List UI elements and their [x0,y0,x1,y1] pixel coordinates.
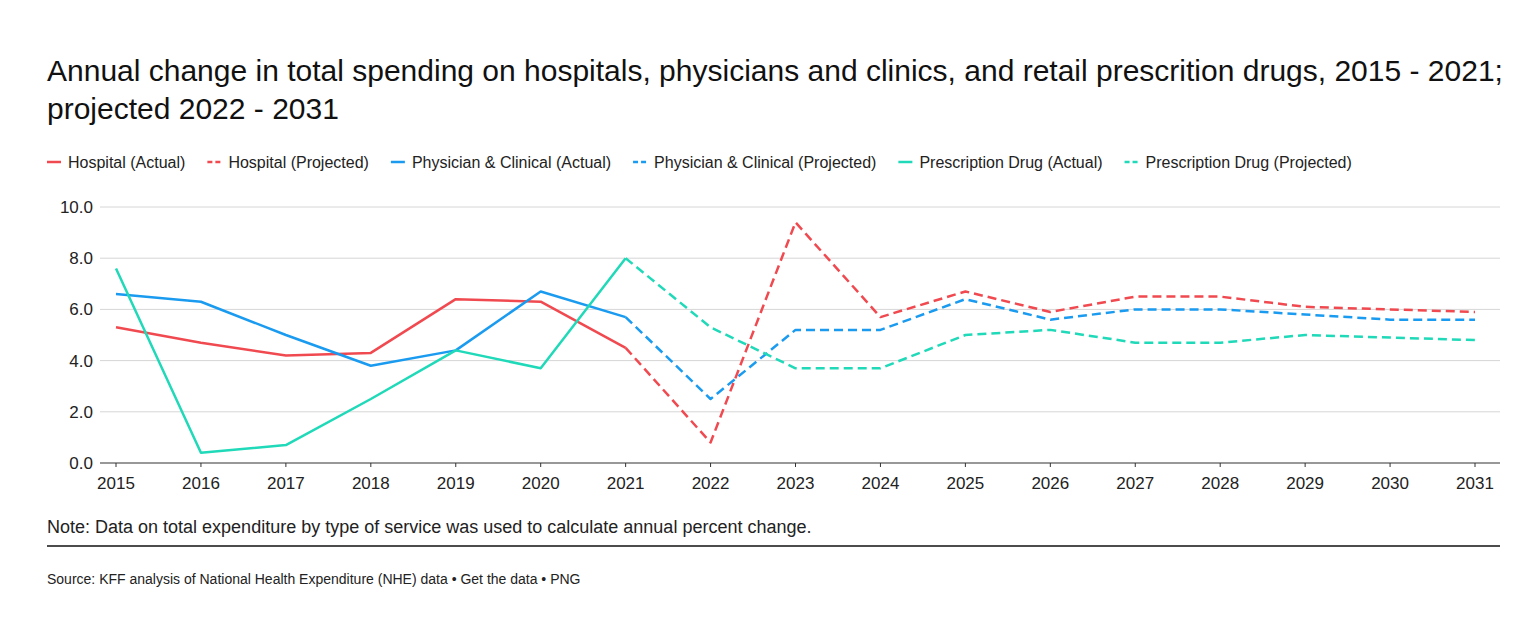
y-tick-label: 4.0 [69,352,93,371]
x-tick [795,463,796,467]
x-tick-label: 2019 [437,474,475,493]
grid-line [100,207,1500,208]
series-line [626,222,1475,442]
grid-line [100,411,1500,412]
x-tick [1220,463,1221,467]
x-tick-label: 2027 [1116,474,1154,493]
legend-label: Prescription Drug (Projected) [1146,154,1352,171]
y-tick-label: 2.0 [69,403,93,422]
legend-label: Physician & Clinical (Actual) [412,154,611,171]
legend-label: Physician & Clinical (Projected) [654,154,876,171]
x-tick-label: 2030 [1371,474,1409,493]
y-tick-label: 10.0 [60,198,93,217]
x-tick-label: 2028 [1201,474,1239,493]
x-tick [1475,463,1476,467]
legend-label: Hospital (Projected) [228,154,369,171]
y-tick-label: 8.0 [69,249,93,268]
x-tick-label: 2016 [182,474,220,493]
axis-line [100,462,1500,463]
legend-swatch [633,161,647,164]
legend-swatch [898,161,912,164]
grid-line [100,258,1500,259]
x-tick [625,463,626,467]
series-line [116,291,626,365]
x-tick [1390,463,1391,467]
y-tick-label: 0.0 [69,454,93,473]
legend: Hospital (Actual) Hospital (Projected) Phy… [47,154,1352,171]
legend-swatch [391,161,405,164]
x-tick [116,463,117,467]
x-tick [710,463,711,467]
x-tick [965,463,966,467]
y-tick-label: 6.0 [69,300,93,319]
x-tick-label: 2023 [777,474,815,493]
x-tick-label: 2022 [692,474,730,493]
x-tick [1050,463,1051,467]
x-tick-label: 2020 [522,474,560,493]
grid-line [100,360,1500,361]
grid-line [100,309,1500,310]
x-tick [455,463,456,467]
series-line [626,258,1475,368]
legend-label: Hospital (Actual) [68,154,185,171]
chart: Hospital (Actual) Hospital (Projected) Phy… [0,0,1529,642]
x-tick-label: 2025 [946,474,984,493]
legend-swatch [47,161,61,164]
x-tick-label: 2018 [352,474,390,493]
x-tick-label: 2029 [1286,474,1324,493]
x-tick-label: 2031 [1456,474,1494,493]
rule [47,545,1500,547]
series-line [116,258,626,453]
x-tick [1305,463,1306,467]
x-tick [1135,463,1136,467]
x-tick-label: 2024 [862,474,900,493]
x-tick-label: 2026 [1031,474,1069,493]
x-tick [370,463,371,467]
grid: 0.0 2.0 4.0 6.0 8.0 10.0 [60,198,1500,473]
series-line [116,299,626,355]
x-tick-label: 2015 [97,474,135,493]
source: Source: KFF analysis of National Health … [47,571,581,587]
x-tick-label: 2017 [267,474,305,493]
x-tick [285,463,286,467]
x-tick [200,463,201,467]
x-tick [540,463,541,467]
legend-label: Prescription Drug (Actual) [919,154,1102,171]
note: Note: Data on total expenditure by type … [47,517,811,537]
x-tick-label: 2021 [607,474,645,493]
legend-swatch [207,161,221,164]
series-lines [116,222,1475,452]
x-axis: 2015 2016 2017 2018 2019 2020 2021 2022 2023 2024… [97,463,1494,493]
title: Annual change in total spending on hospi… [47,52,1517,128]
legend-swatch [1125,161,1139,164]
x-tick [880,463,881,467]
